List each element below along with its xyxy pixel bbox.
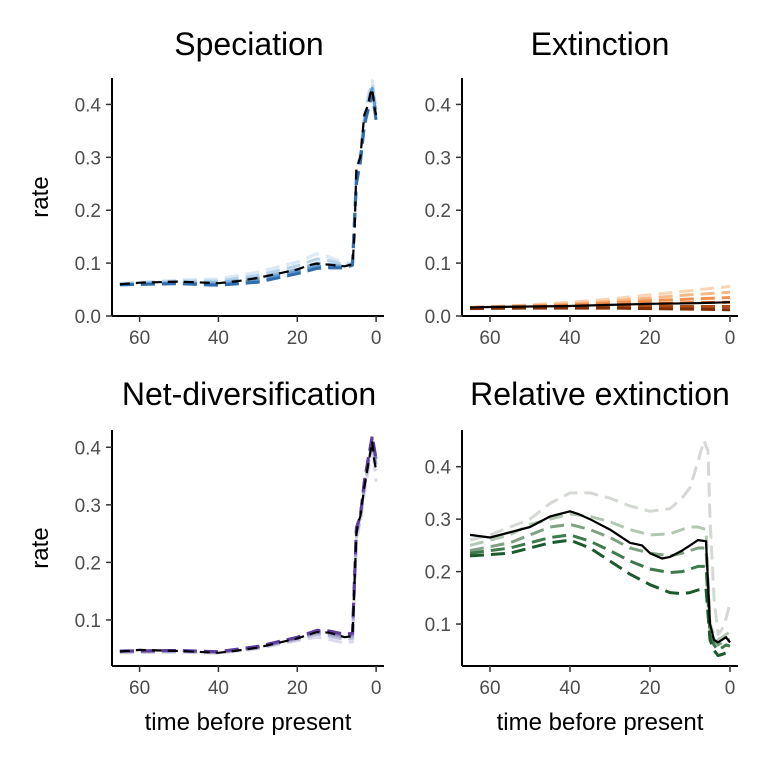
mean-line	[119, 440, 378, 654]
y-axis-label: rate	[27, 527, 54, 568]
series-line-4	[469, 538, 730, 657]
series-line-5	[469, 306, 731, 312]
x-tick-label: 60	[129, 678, 150, 699]
y-tick-label: 0.1	[75, 611, 101, 632]
series-line-2	[469, 296, 731, 309]
y-tick-label: 0.3	[425, 510, 451, 531]
x-tick-label: 40	[559, 328, 580, 349]
x-tick-label: 20	[639, 328, 660, 349]
series-line-3	[119, 87, 378, 287]
y-tick-label: 0.0	[425, 307, 451, 328]
y-tick-label: 0.3	[75, 148, 101, 169]
y-tick-label: 0.0	[75, 307, 101, 328]
mean-line	[119, 87, 378, 286]
series-line-3	[469, 533, 731, 652]
x-tick-label: 0	[371, 328, 382, 349]
x-axis-label: time before present	[497, 709, 704, 736]
y-tick-label: 0.3	[425, 148, 451, 169]
panel-title: Net-diversification	[122, 376, 376, 412]
x-axis-label: time before present	[145, 709, 352, 736]
series-line-1	[469, 512, 731, 642]
y-tick-label: 0.3	[75, 496, 101, 517]
x-tick-label: 20	[639, 678, 660, 699]
x-tick-label: 20	[287, 678, 308, 699]
x-tick-label: 60	[129, 328, 150, 349]
y-tick-label: 0.2	[425, 201, 451, 222]
mean-line	[469, 301, 731, 309]
panel-2: Net-diversification 0.1 0.2 0.3 0.4 60 40 20 0 ra…	[27, 376, 384, 736]
y-tick-label: 0.1	[425, 615, 451, 636]
series-line-1	[119, 81, 378, 286]
series-line-4	[119, 434, 378, 654]
series-line-4	[469, 305, 730, 310]
y-tick-label: 0.2	[75, 553, 101, 574]
x-tick-label: 60	[479, 678, 500, 699]
panel-title: Extinction	[531, 26, 670, 62]
series-line-1	[119, 440, 378, 655]
x-tick-label: 0	[725, 328, 736, 349]
y-tick-label: 0.2	[75, 201, 101, 222]
y-axis-label: rate	[27, 176, 54, 217]
series-line-4	[119, 92, 378, 287]
series-line-2	[119, 440, 378, 654]
series-line-0	[119, 445, 378, 655]
y-tick-label: 0.4	[425, 458, 452, 479]
mean-line	[469, 510, 731, 644]
series-line-1	[469, 290, 731, 309]
x-tick-label: 0	[725, 678, 736, 699]
y-tick-label: 0.4	[75, 438, 102, 459]
x-tick-label: 40	[208, 328, 229, 349]
y-tick-label: 0.2	[425, 563, 451, 584]
y-tick-label: 0.4	[425, 95, 452, 116]
panel-3: Relative extinction 0.1 0.2 0.3 0.4 60 40 20 0 ti…	[425, 376, 738, 736]
x-tick-label: 60	[479, 328, 500, 349]
x-tick-label: 20	[287, 328, 308, 349]
series-line-0	[469, 284, 731, 309]
x-tick-label: 40	[559, 678, 580, 699]
series-line-3	[119, 437, 378, 654]
y-tick-label: 0.1	[75, 254, 101, 275]
series-line-0	[119, 79, 378, 285]
panel-title: Relative extinction	[470, 376, 730, 412]
panel-title: Speciation	[174, 26, 323, 62]
x-tick-label: 0	[371, 678, 382, 699]
y-tick-label: 0.1	[425, 254, 451, 275]
x-tick-label: 40	[208, 678, 229, 699]
series-line-2	[469, 522, 730, 647]
panel-0: Speciation 0.0 0.1 0.2 0.3 0.4 60 40 20 0 rate	[27, 26, 384, 349]
y-tick-label: 0.4	[75, 95, 102, 116]
series-line-2	[119, 87, 378, 286]
series-line-0	[469, 439, 732, 636]
panel-1: Extinction 0.0 0.1 0.2 0.3 0.4 60 40 20 0	[425, 26, 738, 349]
